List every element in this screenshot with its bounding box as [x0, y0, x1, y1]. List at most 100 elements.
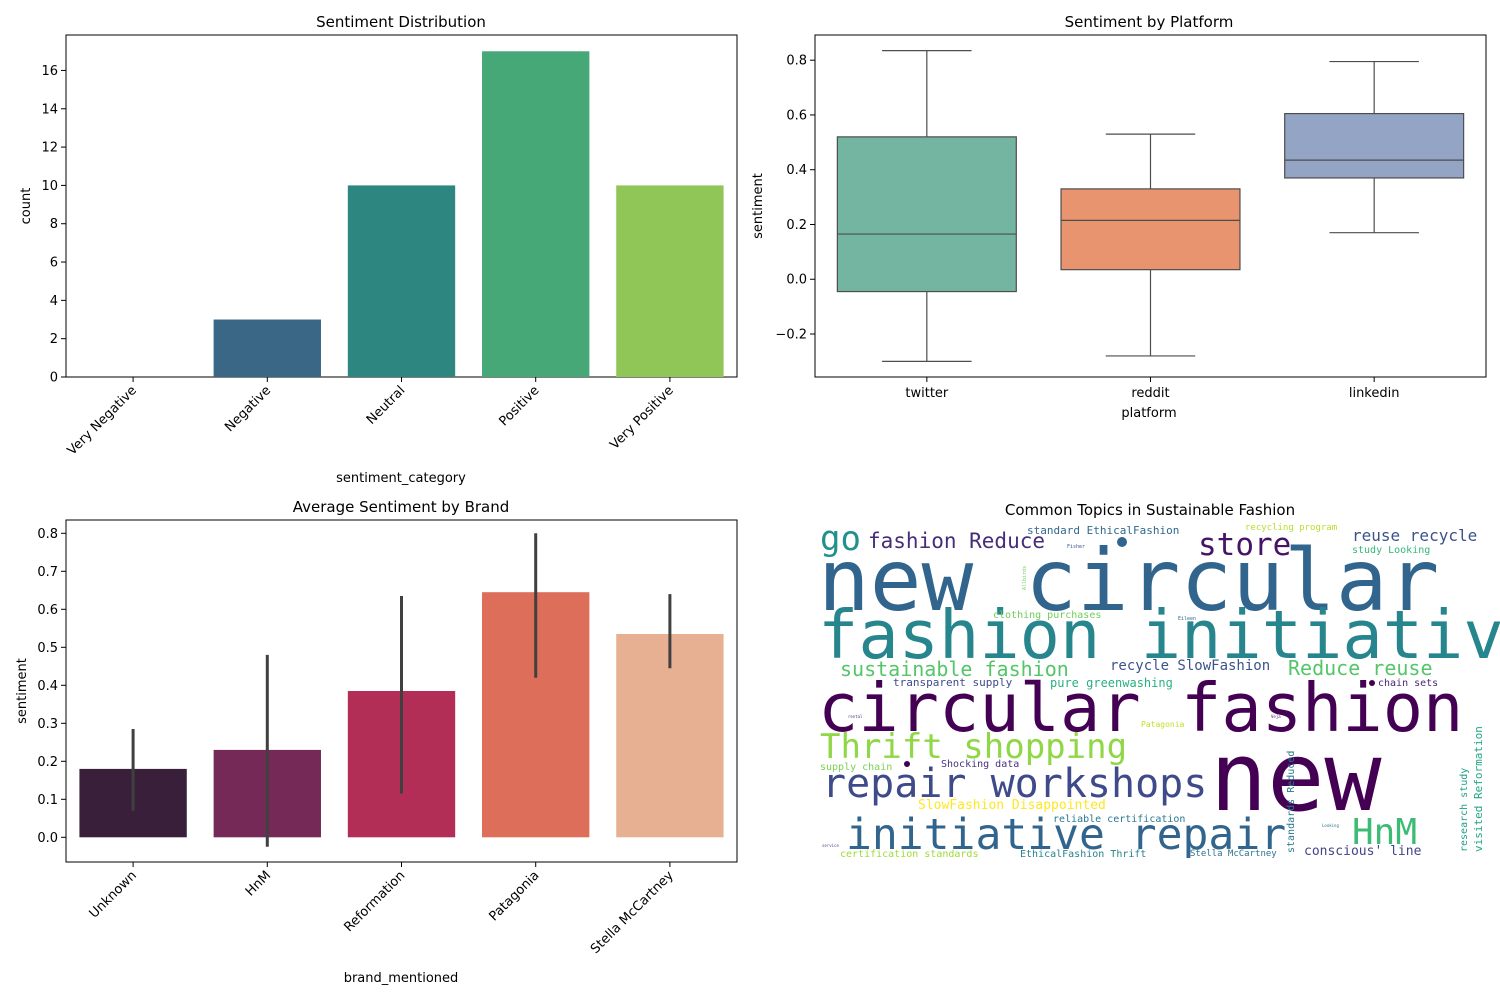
- sentiment-by-platform-ytick-label: 0.8: [786, 54, 807, 69]
- average-sentiment-by-brand-ytick-label: 0.2: [37, 755, 58, 770]
- average-sentiment-by-brand-xtick-label: HnM: [243, 868, 274, 899]
- wordcloud-word: new circular: [818, 531, 1439, 631]
- sentiment-distribution-ylabel: count: [19, 188, 34, 225]
- average-sentiment-by-brand-xtick-label: Reformation: [341, 868, 408, 935]
- average-sentiment-by-brand-title: Average Sentiment by Brand: [293, 498, 510, 516]
- wordcloud-word: Veja: [1271, 714, 1281, 719]
- wordcloud-word: recycle SlowFashion: [1110, 658, 1270, 674]
- wordcloud-word: sustainable fashion: [840, 657, 1069, 681]
- box-reddit-body: [1060, 188, 1241, 271]
- wordcloud-word: store: [1198, 527, 1291, 563]
- wordcloud-word: clothing purchases: [993, 610, 1101, 621]
- sentiment-distribution-ytick-label: 10: [41, 179, 58, 194]
- wordcloud-word: supply chain: [820, 762, 892, 773]
- average-sentiment-by-brand-panel: Average Sentiment by Brand 0.0 0.1 0.2 0.3 0…: [15, 498, 738, 986]
- sentiment-distribution-xtick-label: Negative: [222, 383, 274, 435]
- average-sentiment-by-brand-xtick-label: Stella McCartney: [588, 868, 677, 957]
- sentiment-by-platform-xtick-label: twitter: [905, 386, 949, 401]
- wordcloud-word: conscious' line: [1304, 844, 1422, 859]
- wordcloud-word: fashion initiative: [818, 596, 1500, 674]
- wordcloud-word: transparent supply: [893, 676, 1013, 689]
- sentiment-distribution-xtick-label: Positive: [496, 383, 542, 429]
- wordcloud-word: visited Reformation: [1472, 726, 1485, 852]
- sentiment-by-platform-ytick-label: 0.6: [786, 108, 807, 123]
- wordcloud-word: Shocking data: [941, 759, 1019, 770]
- sentiment-distribution-ytick-label: 12: [41, 141, 58, 156]
- box-twitter-body: [836, 136, 1017, 293]
- wordcloud-dot: [1117, 537, 1127, 547]
- sentiment-distribution-ytick-label: 8: [50, 217, 58, 232]
- wordcloud-word: go: [820, 519, 861, 559]
- wordcloud-dot: [1369, 680, 1375, 686]
- sentiment-by-platform-xtick-label: reddit: [1131, 386, 1169, 401]
- sentiment-distribution-ytick-label: 0: [50, 371, 58, 386]
- wordcloud-word: circular fashion: [818, 669, 1463, 747]
- average-sentiment-by-brand-ytick-label: 0.5: [37, 641, 58, 656]
- wordcloud-word: Eileen: [1178, 616, 1196, 622]
- sentiment-distribution-title: Sentiment Distribution: [316, 13, 486, 31]
- average-sentiment-by-brand-ytick-label: 0.7: [37, 565, 58, 580]
- wordcloud-word: EthicalFashion Thrift: [1020, 849, 1146, 860]
- sentiment-distribution-ytick-label: 6: [50, 256, 58, 271]
- sentiment-distribution-ytick-label: 4: [50, 294, 58, 309]
- wordcloud-panel: Common Topics in Sustainable Fashion new…: [818, 501, 1500, 860]
- wordcloud-word: initiative repair: [846, 810, 1286, 860]
- sentiment-distribution-panel: Sentiment Distribution 0 2 4 6 8 10 12 14 16 Ver…: [19, 13, 738, 486]
- wordcloud-word: standards Reduced: [1286, 751, 1297, 853]
- box-linkedin-body: [1284, 112, 1465, 179]
- wordcloud-title: Common Topics in Sustainable Fashion: [1005, 501, 1295, 519]
- sentiment-distribution-ytick-label: 2: [50, 332, 58, 347]
- bar-positive: [482, 51, 590, 378]
- wordcloud-word: Stella McCartney: [1190, 849, 1277, 859]
- average-sentiment-by-brand-xtick-label: Patagonia: [486, 868, 542, 924]
- bar-negative: [213, 319, 321, 377]
- average-sentiment-by-brand-ytick-label: 0.4: [37, 679, 58, 694]
- wordcloud-word: rental: [848, 714, 863, 719]
- wordcloud-word: Patagonia: [1141, 720, 1185, 729]
- sentiment-by-platform-ytick-label: 0.4: [786, 163, 807, 178]
- wordcloud-word: recycling program: [1245, 523, 1337, 533]
- wordcloud-word: HnM: [1352, 812, 1417, 853]
- sentiment-distribution-ytick-label: 16: [41, 64, 58, 79]
- sentiment-distribution-xtick-label: Very Positive: [607, 383, 676, 452]
- average-sentiment-by-brand-ytick-label: 0.8: [37, 527, 58, 542]
- average-sentiment-by-brand-ylabel: sentiment: [15, 658, 30, 724]
- wordcloud-word: Looking: [1322, 823, 1339, 828]
- average-sentiment-by-brand-ytick-label: 0.6: [37, 603, 58, 618]
- bar-neutral: [347, 185, 456, 377]
- wordcloud-word: research study: [1459, 768, 1470, 852]
- sentiment-by-platform-ytick-label: −0.2: [775, 328, 807, 343]
- wordcloud-word: SlowFashion Disappointed: [918, 798, 1106, 813]
- sentiment-distribution-xlabel: sentiment_category: [336, 471, 466, 486]
- wordcloud-word: study Looking: [1352, 545, 1430, 556]
- wordcloud-word: repair workshops: [822, 761, 1207, 807]
- wordcloud-word: new: [1210, 723, 1382, 833]
- average-sentiment-by-brand-ytick-label: 0.0: [37, 831, 58, 846]
- sentiment-by-platform-ytick-label: 0.0: [786, 273, 807, 288]
- sentiment-by-platform-xtick-label: linkedin: [1349, 386, 1400, 401]
- average-sentiment-by-brand-ytick-label: 0.1: [37, 793, 58, 808]
- wordcloud-word: chain sets: [1378, 678, 1438, 689]
- average-sentiment-by-brand-xlabel: brand_mentioned: [344, 971, 459, 986]
- sentiment-by-platform-xlabel: platform: [1121, 406, 1176, 421]
- wordcloud-word: pure greenwashing: [1050, 676, 1173, 690]
- wordcloud-word: reuse recycle: [1352, 526, 1477, 545]
- wordcloud-word: Allbirds: [1022, 566, 1028, 590]
- sentiment-by-platform-ytick-label: 0.2: [786, 218, 807, 233]
- wordcloud-word: Reduce reuse: [1288, 656, 1433, 680]
- bar-very-positive: [616, 185, 724, 377]
- wordcloud-word: certification standards: [840, 849, 978, 860]
- sentiment-by-platform-panel: Sentiment by Platform −0.2 0.0 0.2 0.4 0.6 0.…: [751, 13, 1487, 421]
- sentiment-by-platform-title: Sentiment by Platform: [1065, 13, 1234, 31]
- sentiment-by-platform-ylabel: sentiment: [751, 173, 766, 239]
- wordcloud-word: Thrift shopping: [820, 727, 1127, 767]
- wordcloud-word: service: [822, 843, 839, 848]
- wordcloud-word: fashion Reduce: [868, 529, 1045, 553]
- wordcloud-word: Fisher: [1067, 544, 1085, 550]
- wordcloud-word: standard EthicalFashion: [1027, 524, 1179, 537]
- wordcloud-dot: [904, 761, 910, 767]
- wordcloud-word: reliable certification: [1053, 814, 1185, 825]
- sentiment-distribution-xtick-label: Neutral: [364, 383, 409, 428]
- average-sentiment-by-brand-xtick-label: Unknown: [87, 868, 140, 921]
